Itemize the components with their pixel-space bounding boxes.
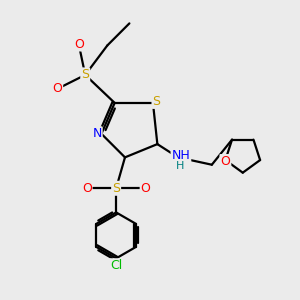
Text: O: O xyxy=(74,38,84,50)
Text: NH: NH xyxy=(172,149,190,162)
Text: S: S xyxy=(152,95,160,108)
Text: S: S xyxy=(81,68,89,81)
Text: O: O xyxy=(220,155,230,168)
Text: O: O xyxy=(82,182,92,195)
Text: Cl: Cl xyxy=(110,259,122,272)
Text: S: S xyxy=(112,182,120,195)
Text: O: O xyxy=(52,82,62,95)
Text: H: H xyxy=(176,160,184,171)
Text: O: O xyxy=(141,182,151,195)
Text: N: N xyxy=(92,127,102,140)
